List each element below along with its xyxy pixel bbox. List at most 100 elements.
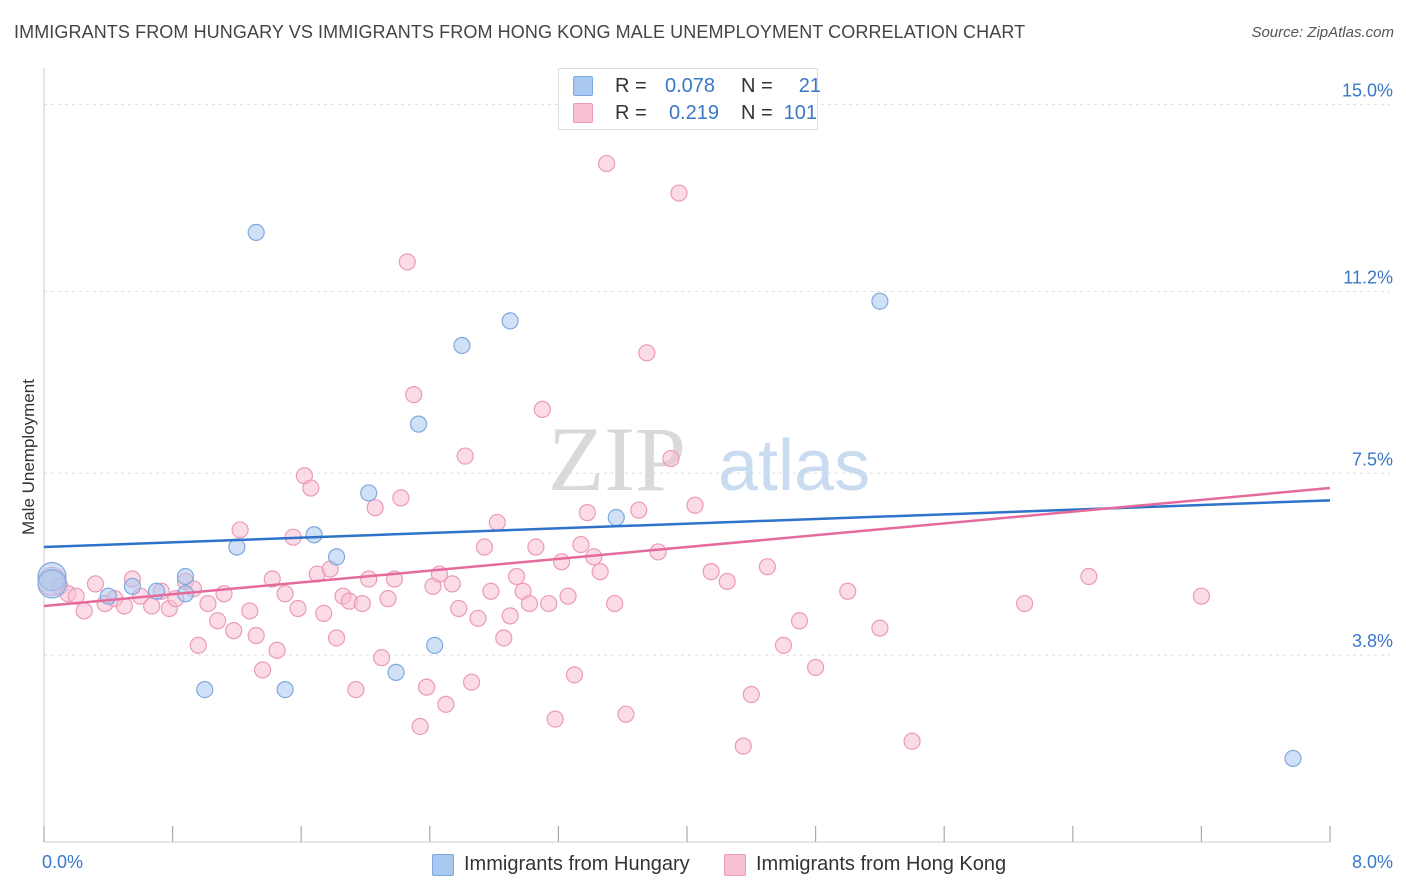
hongkong-point [565,666,584,684]
hongkong-point [289,599,307,618]
hungary-legend-label: Immigrants from Hungary [464,853,690,875]
zipatlas-watermark: ZIP atlas [548,408,870,510]
hongkong-point [379,590,397,608]
hongkong-point [353,594,371,613]
hongkong-point [437,695,455,713]
hongkong-r-value: 0.219 [669,102,720,124]
hungary-point [305,526,323,544]
hongkong-point [508,567,526,586]
hongkong-point [143,597,161,615]
hongkong-point [903,732,921,750]
hongkong-point [241,602,259,620]
hongkong-point [742,685,760,704]
stats-legend: R = 0.078 N = 21 R = 0.219 N = 101 [558,68,821,130]
hongkong-point [209,612,227,630]
hongkong-point [670,184,688,202]
hongkong-point [630,501,648,519]
hongkong-point [392,489,410,507]
hongkong-point [276,585,294,603]
hungary-point [453,336,471,355]
hongkong-point [75,602,93,620]
y-tick-label: 15.0% [1342,81,1393,101]
hungary-point [871,292,889,310]
hongkong-point [462,673,481,691]
hongkong-point [686,496,704,514]
hungary-point [607,508,625,527]
hongkong-points [37,154,1211,755]
hongkong-point [871,619,889,637]
hongkong-point [86,575,105,593]
hongkong-point [572,535,590,554]
hongkong-point [617,705,635,723]
hongkong-point [268,641,286,659]
hongkong-point [495,629,513,647]
hongkong-point [488,513,506,532]
hungary-point [276,680,294,699]
r-label: R = [615,75,647,97]
hungary-point [176,567,195,586]
hungary-point [1284,749,1302,768]
hongkong-point [649,543,667,561]
watermark-atlas: atlas [718,426,870,506]
y-axis-label: Male Unemployment [19,379,38,535]
hongkong-point [702,563,720,581]
hungary-point [409,415,428,433]
hongkong-point [398,253,416,271]
hungary-swatch [573,76,593,96]
hongkong-point [469,609,487,627]
hongkong-point [411,717,429,736]
hongkong-swatch [573,103,593,123]
hongkong-point [758,558,776,576]
hongkong-point [199,594,217,613]
hongkong-point [533,400,551,418]
hungary-r-value: 0.078 [665,75,716,97]
axes [43,68,1331,843]
r-label: R = [615,102,647,124]
hongkong-point [718,572,736,591]
hongkong-point [806,658,825,677]
hongkong-point [347,680,365,699]
hongkong-trend-line [43,486,1331,608]
hongkong-point [638,344,656,362]
hongkong-point [443,575,461,593]
hongkong-point [1192,587,1211,605]
hongkong-point [315,604,333,623]
gridlines: 3.8% 7.5% 11.2% 15.0% [44,81,1393,656]
hongkong-point [366,499,384,517]
hongkong-point [189,636,207,654]
hungary-point [37,569,67,599]
hongkong-legend-swatch [724,854,746,876]
hungary-n-value: 21 [798,75,821,97]
hongkong-point [417,678,436,696]
hongkong-point [662,449,680,468]
hongkong-n-value: 101 [783,102,817,124]
hongkong-point [578,504,596,522]
n-label: N = [741,102,773,124]
hongkong-point [263,570,281,588]
hungary-legend-swatch [432,854,454,876]
hongkong-point [115,597,133,615]
hongkong-point [559,587,577,605]
hungary-point [327,548,346,566]
hongkong-point [546,710,564,728]
x-tick-label-min: 0.0% [42,852,84,872]
hungary-point [196,680,214,699]
x-tick-label-max: 8.0% [1351,852,1393,872]
hongkong-point [231,521,249,539]
hongkong-point [591,563,609,581]
hongkong-point [540,594,558,613]
hongkong-point [247,626,265,645]
chart-title: IMMIGRANTS FROM HUNGARY VS IMMIGRANTS FR… [14,22,1026,42]
hongkong-legend-label: Immigrants from Hong Kong [756,853,1007,875]
hongkong-point [553,553,571,571]
hongkong-point [527,538,545,556]
hongkong-point [734,737,752,755]
hungary-point [501,312,519,330]
hungary-point [426,636,444,654]
hongkong-point [1080,567,1098,586]
y-tick-label: 7.5% [1352,449,1393,469]
hongkong-point [839,582,857,600]
hongkong-point [774,636,793,654]
hungary-point [360,484,378,502]
